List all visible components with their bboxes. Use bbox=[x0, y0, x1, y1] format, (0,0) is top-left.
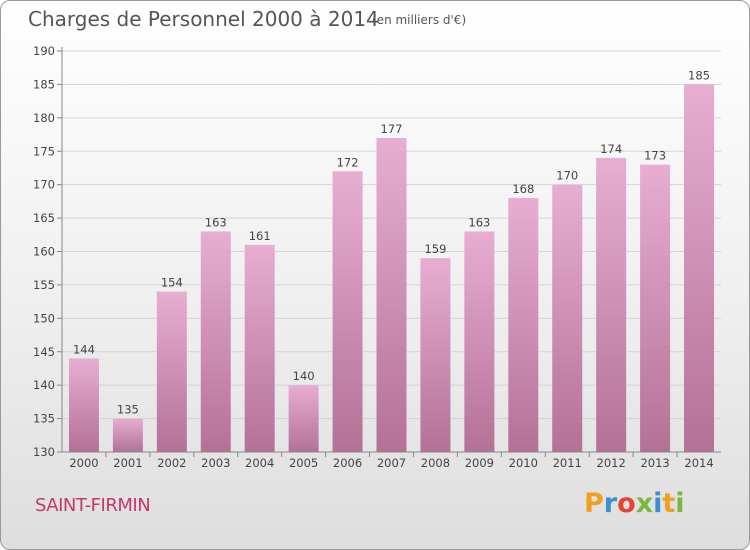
x-tick-labels: 2000 2001 2002 2003 2004 2005 2006 2007 2008 2009… bbox=[69, 456, 713, 470]
logo-letter: t bbox=[662, 488, 676, 519]
logo-letter: i bbox=[675, 488, 685, 519]
data-label: 144 bbox=[73, 342, 95, 356]
bar bbox=[332, 171, 363, 453]
data-label: 163 bbox=[205, 215, 227, 229]
data-label: 154 bbox=[161, 276, 183, 290]
bars bbox=[68, 84, 715, 453]
x-tick-label: 2005 bbox=[289, 456, 318, 470]
x-tick-label: 2014 bbox=[684, 456, 713, 470]
x-tick-label: 2007 bbox=[377, 456, 406, 470]
data-label: 168 bbox=[512, 182, 534, 196]
data-label: 177 bbox=[381, 122, 403, 136]
commune-name: SAINT-FIRMIN bbox=[35, 495, 151, 516]
y-tick-label: 170 bbox=[33, 178, 55, 192]
x-tick-label: 2013 bbox=[640, 456, 669, 470]
data-label: 173 bbox=[644, 149, 666, 163]
logo-letter: P bbox=[584, 488, 604, 519]
y-tick-label: 165 bbox=[33, 211, 55, 225]
x-tick-label: 2010 bbox=[509, 456, 538, 470]
bar bbox=[244, 244, 275, 452]
x-tick-label: 2006 bbox=[333, 456, 362, 470]
bar bbox=[156, 291, 187, 452]
x-tick-label: 2009 bbox=[465, 456, 494, 470]
y-tick-labels: 130 135 140 145 150 155 160 165 170 175 180 185 190 bbox=[33, 44, 55, 459]
bar bbox=[288, 385, 319, 452]
data-label: 140 bbox=[293, 369, 315, 383]
x-tick-label: 2003 bbox=[201, 456, 230, 470]
y-tick-label: 145 bbox=[33, 345, 55, 359]
chart-subtitle: (en milliers d'€) bbox=[372, 13, 467, 27]
bar bbox=[68, 358, 99, 452]
x-tick-label: 2002 bbox=[157, 456, 186, 470]
y-tick-label: 180 bbox=[33, 111, 55, 125]
bar bbox=[596, 157, 627, 452]
y-tick-label: 150 bbox=[33, 311, 55, 325]
y-tick-label: 160 bbox=[33, 245, 55, 259]
chart-title: Charges de Personnel 2000 à 2014 bbox=[28, 7, 379, 31]
data-label: 170 bbox=[556, 169, 578, 183]
y-tick-label: 155 bbox=[33, 278, 55, 292]
logo-letter: x bbox=[635, 488, 654, 519]
y-tick-label: 185 bbox=[33, 77, 55, 91]
y-tick-label: 140 bbox=[33, 378, 55, 392]
data-labels: 144 135 154 163 161 140 172 177 159 163 168 170 174 1… bbox=[73, 68, 710, 416]
y-tick-label: 175 bbox=[33, 144, 55, 158]
data-label: 161 bbox=[249, 229, 271, 243]
axes bbox=[57, 47, 721, 457]
x-tick-label: 2004 bbox=[245, 456, 274, 470]
x-tick-label: 2001 bbox=[113, 456, 142, 470]
x-tick-label: 2012 bbox=[597, 456, 626, 470]
logo-letter: o bbox=[617, 488, 636, 519]
bar bbox=[376, 137, 407, 452]
data-label: 135 bbox=[117, 403, 139, 417]
y-tick-label: 130 bbox=[33, 445, 55, 459]
data-label: 174 bbox=[600, 142, 622, 156]
bar bbox=[464, 231, 495, 452]
bar bbox=[552, 184, 583, 452]
bar bbox=[640, 164, 671, 452]
bar bbox=[684, 84, 715, 453]
x-tick-label: 2008 bbox=[421, 456, 450, 470]
bar bbox=[112, 418, 143, 452]
logo-letter: i bbox=[653, 488, 663, 519]
y-tick-label: 135 bbox=[33, 412, 55, 426]
bar bbox=[420, 258, 451, 452]
data-label: 159 bbox=[424, 242, 446, 256]
logo-letter: r bbox=[603, 488, 618, 519]
data-label: 172 bbox=[337, 155, 359, 169]
x-tick-label: 2011 bbox=[553, 456, 582, 470]
bar bbox=[508, 198, 539, 452]
data-label: 163 bbox=[468, 215, 490, 229]
y-tick-label: 190 bbox=[33, 44, 55, 58]
x-tick-label: 2000 bbox=[69, 456, 98, 470]
bar bbox=[200, 231, 231, 452]
proxiti-logo: Proxiti bbox=[584, 488, 685, 519]
data-label: 185 bbox=[688, 68, 710, 82]
